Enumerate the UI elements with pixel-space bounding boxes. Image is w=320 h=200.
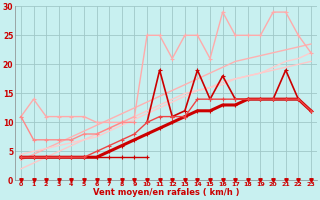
X-axis label: Vent moyen/en rafales ( km/h ): Vent moyen/en rafales ( km/h ) xyxy=(93,188,239,197)
